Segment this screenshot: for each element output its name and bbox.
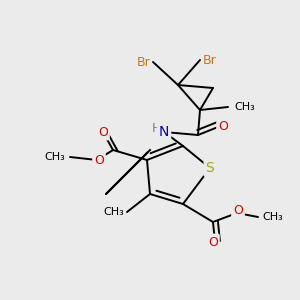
Text: CH₃: CH₃ bbox=[103, 207, 124, 217]
Text: N: N bbox=[159, 125, 169, 139]
Text: O: O bbox=[218, 121, 228, 134]
Text: O: O bbox=[98, 125, 108, 139]
Text: O: O bbox=[233, 205, 243, 218]
Text: Br: Br bbox=[136, 56, 150, 68]
Text: O: O bbox=[208, 236, 218, 248]
Text: CH₃: CH₃ bbox=[44, 152, 65, 162]
Text: H: H bbox=[151, 122, 161, 134]
Text: CH₃: CH₃ bbox=[262, 212, 283, 222]
Text: Br: Br bbox=[203, 53, 217, 67]
Text: CH₃: CH₃ bbox=[234, 102, 255, 112]
Text: O: O bbox=[94, 154, 104, 166]
Text: S: S bbox=[206, 161, 214, 175]
